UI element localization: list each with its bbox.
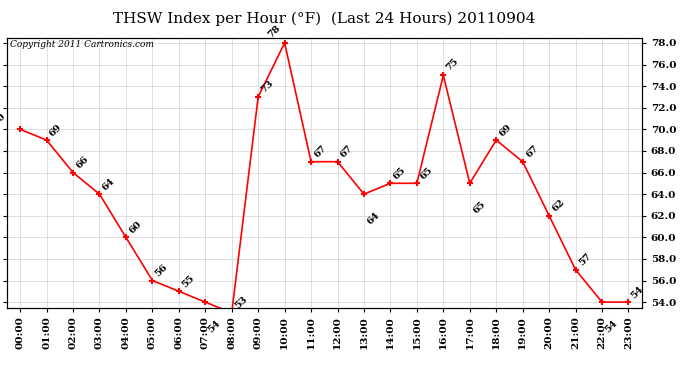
Text: 78: 78 xyxy=(266,24,282,40)
Text: 67: 67 xyxy=(313,144,328,159)
Text: 67: 67 xyxy=(339,144,355,159)
Text: 67: 67 xyxy=(524,144,540,159)
Text: 66: 66 xyxy=(75,154,90,170)
Text: 65: 65 xyxy=(418,165,434,181)
Text: 54: 54 xyxy=(630,284,646,300)
Text: THSW Index per Hour (°F)  (Last 24 Hours) 20110904: THSW Index per Hour (°F) (Last 24 Hours)… xyxy=(113,11,535,26)
Text: 64: 64 xyxy=(365,210,381,226)
Text: 75: 75 xyxy=(444,56,460,72)
Text: 73: 73 xyxy=(259,79,275,95)
Text: 57: 57 xyxy=(577,252,593,267)
Text: 55: 55 xyxy=(180,273,196,289)
Text: 65: 65 xyxy=(471,200,487,215)
Text: 60: 60 xyxy=(127,219,144,235)
Text: 70: 70 xyxy=(0,111,7,127)
Text: 54: 54 xyxy=(206,318,222,334)
Text: 56: 56 xyxy=(154,262,170,278)
Text: 53: 53 xyxy=(233,295,249,311)
Text: 69: 69 xyxy=(48,122,63,138)
Text: 64: 64 xyxy=(101,176,117,192)
Text: 65: 65 xyxy=(392,165,408,181)
Text: 62: 62 xyxy=(551,198,566,213)
Text: 69: 69 xyxy=(497,122,513,138)
Text: 54: 54 xyxy=(603,318,619,334)
Text: Copyright 2011 Cartronics.com: Copyright 2011 Cartronics.com xyxy=(10,40,154,49)
